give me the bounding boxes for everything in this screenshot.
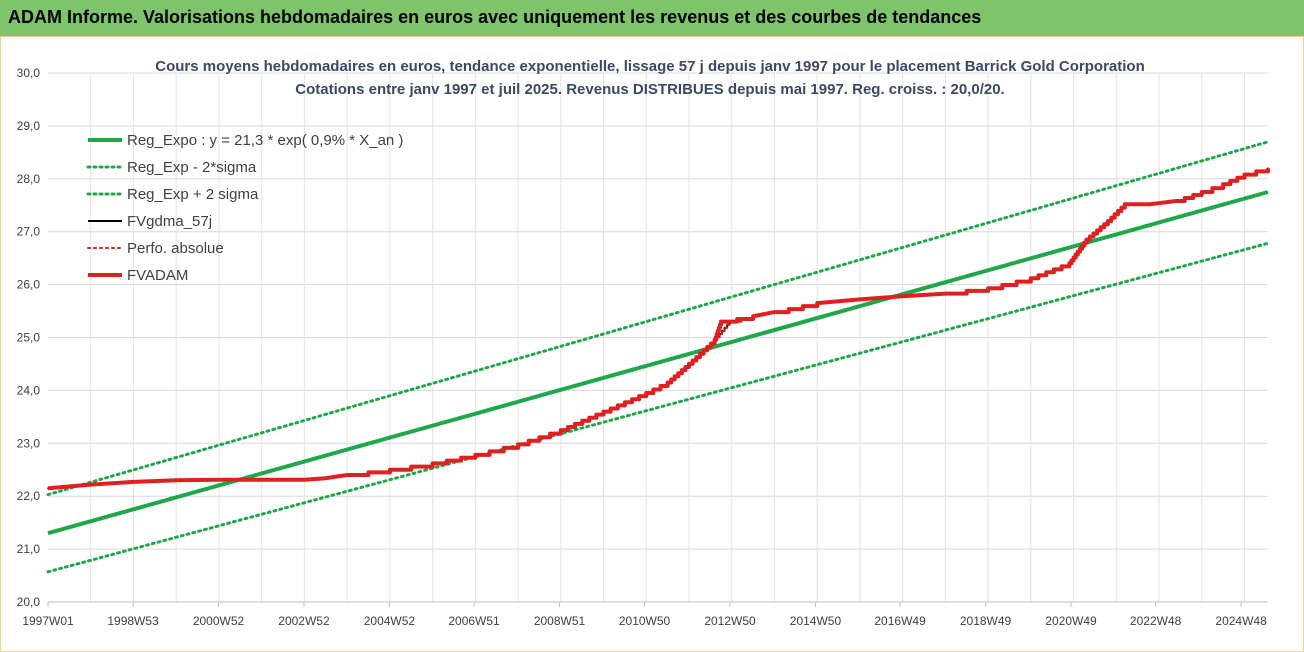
series-line-0 xyxy=(47,190,1269,536)
x-tick-label: 2012W50 xyxy=(704,614,756,628)
series-line-2 xyxy=(46,140,1270,497)
y-tick-label: 26,0 xyxy=(17,278,41,292)
chart-subtitle: Cotations entre janv 1997 et juil 2025. … xyxy=(295,81,1004,98)
y-tick-label: 21,0 xyxy=(17,542,41,556)
x-tick-label: 2006W51 xyxy=(448,614,500,628)
y-tick-label: 29,0 xyxy=(17,119,41,133)
title-banner: ADAM Informe. Valorisations hebdomadaire… xyxy=(0,0,1304,37)
series-line-3 xyxy=(47,168,1269,490)
y-tick-label: 28,0 xyxy=(17,172,41,186)
y-tick-label: 27,0 xyxy=(17,225,41,239)
y-tick-label: 23,0 xyxy=(17,436,41,450)
x-tick-label: 2022W48 xyxy=(1130,614,1182,628)
x-tick-label: 1998W53 xyxy=(107,614,159,628)
y-tick-label: 24,0 xyxy=(17,383,41,397)
x-tick-label: 2014W50 xyxy=(790,614,842,628)
y-tick-label: 25,0 xyxy=(17,331,41,345)
legend-label: Perfo. absolue xyxy=(127,240,224,257)
banner-title: ADAM Informe. Valorisations hebdomadaire… xyxy=(8,7,982,27)
series-lines xyxy=(46,140,1270,574)
y-tick-label: 22,0 xyxy=(17,489,41,503)
x-tick-label: 2024W48 xyxy=(1215,614,1267,628)
x-tick-label: 2002W52 xyxy=(278,614,330,628)
y-tick-label: 30,0 xyxy=(17,66,41,80)
y-tick-label: 20,0 xyxy=(17,595,41,609)
x-tick-label: 2020W49 xyxy=(1045,614,1097,628)
gridlines xyxy=(48,72,1268,603)
x-tick-label: 2008W51 xyxy=(534,614,586,628)
x-tick-label: 2016W49 xyxy=(874,614,926,628)
legend-label: FVgdma_57j xyxy=(127,213,212,230)
axes: 20,0 21,0 22,0 23,0 24,0 25,0 26,0 27,0 28,0 29,0… xyxy=(17,66,1268,628)
x-tick-label: 1997W01 xyxy=(22,614,74,628)
legend-label: Reg_Expo : y = 21,3 * exp( 0,9% * X_an ) xyxy=(127,132,403,149)
series-line-1 xyxy=(46,241,1270,574)
series-line-4 xyxy=(47,167,1269,490)
legend-label: Reg_Exp - 2*sigma xyxy=(127,159,257,176)
legend-label: FVADAM xyxy=(127,267,188,284)
series-line-5 xyxy=(47,168,1270,491)
x-tick-label: 2018W49 xyxy=(960,614,1012,628)
x-tick-label: 2004W52 xyxy=(364,614,416,628)
chart-title: Cours moyens hebdomadaires en euros, ten… xyxy=(155,58,1144,75)
legend: Reg_Expo : y = 21,3 * exp( 0,9% * X_an )… xyxy=(86,132,403,284)
x-tick-label: 2000W52 xyxy=(193,614,245,628)
x-tick-label: 2010W50 xyxy=(619,614,671,628)
legend-label: Reg_Exp + 2 sigma xyxy=(127,186,259,203)
